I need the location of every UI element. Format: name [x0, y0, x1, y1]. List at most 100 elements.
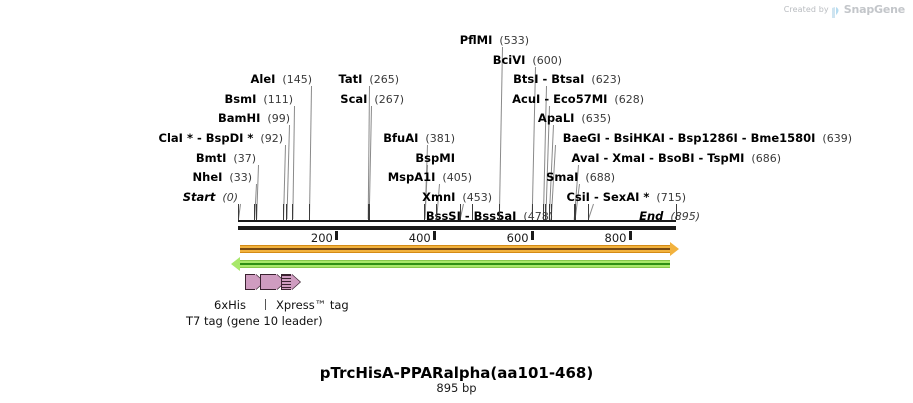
ruler-tick-400 [432, 231, 436, 240]
enzyme-name: ClaI * - BspDI * [158, 131, 254, 145]
enzyme-label-csii: CsiI - SexAI * (715) [0, 190, 686, 204]
tag-arrowhead-icon [290, 274, 300, 290]
enzyme-label-nhei: NheI (33) [0, 170, 252, 185]
enzyme-position: (639) [815, 132, 852, 145]
site-tick-628 [545, 204, 546, 220]
map-subtitle-length: 895 bp [436, 381, 477, 395]
reverse-arrowhead-icon [230, 257, 240, 271]
tag-feature-6xhis [259, 274, 287, 290]
site-tick-111 [292, 204, 293, 220]
enzyme-label-smai: SmaI (688) [0, 170, 615, 185]
ruler-label-400: 400 [408, 231, 431, 245]
enzyme-name: BsmI [224, 91, 257, 106]
snapgene-leaf-icon [831, 4, 841, 18]
enzyme-name: BssSI - BssSaI [425, 209, 517, 224]
enzyme-name: BciVI [492, 52, 526, 67]
tag-caption-t7-tag: T7 tag (gene 10 leader) [186, 314, 323, 328]
reverse-feature-arrow [239, 260, 670, 268]
enzyme-position: (688) [578, 171, 615, 185]
enzyme-label-end: End (895) [0, 209, 700, 224]
tag-hatch-pattern [282, 275, 291, 289]
enzyme-label-clai-bspdi: ClaI * - BspDI * (92) [0, 131, 283, 146]
enzyme-position: (715) [649, 190, 686, 204]
tag-caption-leader-tick [265, 299, 266, 310]
watermark-brand-label: SnapGene [843, 3, 905, 16]
enzyme-name: ApaLI [537, 111, 575, 126]
enzyme-position: (628) [607, 92, 644, 106]
enzyme-label-layer: Start (0) NheI (33) BmtI (37) ClaI * - BspD… [0, 33, 852, 224]
enzyme-position: (265) [362, 73, 399, 87]
site-tick-0 [238, 204, 239, 220]
site-tick-267 [369, 204, 370, 220]
enzyme-position: (37) [226, 151, 256, 165]
site-tick-715 [588, 204, 589, 220]
enzyme-name: ScaI [340, 91, 368, 106]
site-tick-381 [424, 204, 425, 220]
enzyme-label-bamhi: BamHI (99) [0, 111, 290, 126]
enzyme-name: AcuI - Eco57MI [512, 91, 608, 106]
enzyme-position: (635) [574, 112, 611, 126]
tag-feature-t7tag [244, 274, 265, 290]
site-tick-92 [283, 204, 284, 220]
tag-arrowhead-icon [276, 274, 286, 290]
enzyme-position: (533) [492, 34, 529, 47]
snapgene-watermark: Created by SnapGene [783, 3, 905, 18]
enzyme-position: (92) [253, 132, 283, 145]
enzyme-position: (33) [222, 171, 252, 185]
enzyme-position: (405) [435, 171, 472, 185]
ruler-label-800: 800 [604, 231, 627, 245]
enzyme-position: (453) [455, 190, 492, 204]
site-tick-145 [309, 204, 310, 220]
enzyme-name: BaeGI - BsiHKAI - Bsp1286I - Bme1580I [562, 131, 816, 145]
ruler-label-200: 200 [310, 231, 333, 245]
enzyme-label-bspmi: BspMI [0, 150, 455, 165]
map-title: pTrcHisA-PPARalpha(aa101-468) [319, 364, 594, 382]
enzyme-name: TatI [338, 72, 363, 87]
enzyme-label-acui: AcuI - Eco57MI (628) [0, 91, 644, 106]
enzyme-label-btsi: BtsI - BtsaI (623) [0, 72, 621, 87]
site-tick-623 [543, 204, 544, 220]
enzyme-position: (686) [744, 151, 781, 165]
enzyme-position: (99) [260, 112, 290, 126]
enzyme-name: End [639, 209, 664, 224]
enzyme-name: MspA1I [387, 170, 436, 185]
enzyme-name: XmnI [422, 189, 456, 204]
watermark-created-by-label: Created by [783, 5, 829, 14]
site-tick-33 [254, 204, 255, 220]
enzyme-label-xmni: XmnI (453) [0, 189, 492, 204]
enzyme-name: BfuAI [383, 131, 419, 145]
enzyme-label-bsmi: BsmI (111) [0, 91, 293, 106]
enzyme-label-bcivi: BciVI (600) [0, 52, 562, 67]
enzyme-name: SmaI [546, 170, 579, 185]
forward-feature-arrow [239, 245, 670, 253]
site-tick-639 [551, 204, 552, 220]
enzyme-position: (267) [367, 92, 404, 106]
enzyme-name: BspMI [415, 150, 455, 165]
enzyme-position: (895) [663, 210, 700, 224]
enzyme-position: (0) [215, 190, 238, 204]
site-tick-686 [574, 204, 575, 220]
reverse-arrow-shaft [239, 263, 670, 265]
ruler-tick-200 [334, 231, 338, 240]
enzyme-position: (111) [256, 92, 293, 106]
site-tick-635 [549, 204, 550, 220]
site-tick-405 [436, 204, 437, 220]
ruler-tick-800 [628, 231, 632, 240]
enzyme-name: NheI [192, 170, 223, 185]
enzyme-name: BamHI [218, 111, 261, 126]
site-tick-533 [499, 204, 500, 220]
enzyme-label-alei: AleI (145) [0, 72, 313, 87]
enzyme-name: AleI [250, 72, 276, 87]
enzyme-label-mspa1i: MspA1I (405) [0, 170, 472, 185]
site-tick-453 [460, 204, 461, 220]
enzyme-name: BtsI - BtsaI [513, 72, 585, 87]
enzyme-name: Start [182, 189, 216, 204]
enzyme-name: AvaI - XmaI - BsoBI - TspMI [571, 150, 745, 165]
ruler-tick-600 [530, 231, 534, 240]
enzyme-label-tati: TatI (265) [0, 72, 399, 87]
ruler-label-600: 600 [506, 231, 529, 245]
enzyme-label-bfuai: BfuAI (381) [0, 131, 455, 146]
enzyme-position: (600) [525, 53, 562, 67]
enzyme-name: PflMI [459, 33, 493, 47]
site-tick-265 [368, 204, 369, 220]
